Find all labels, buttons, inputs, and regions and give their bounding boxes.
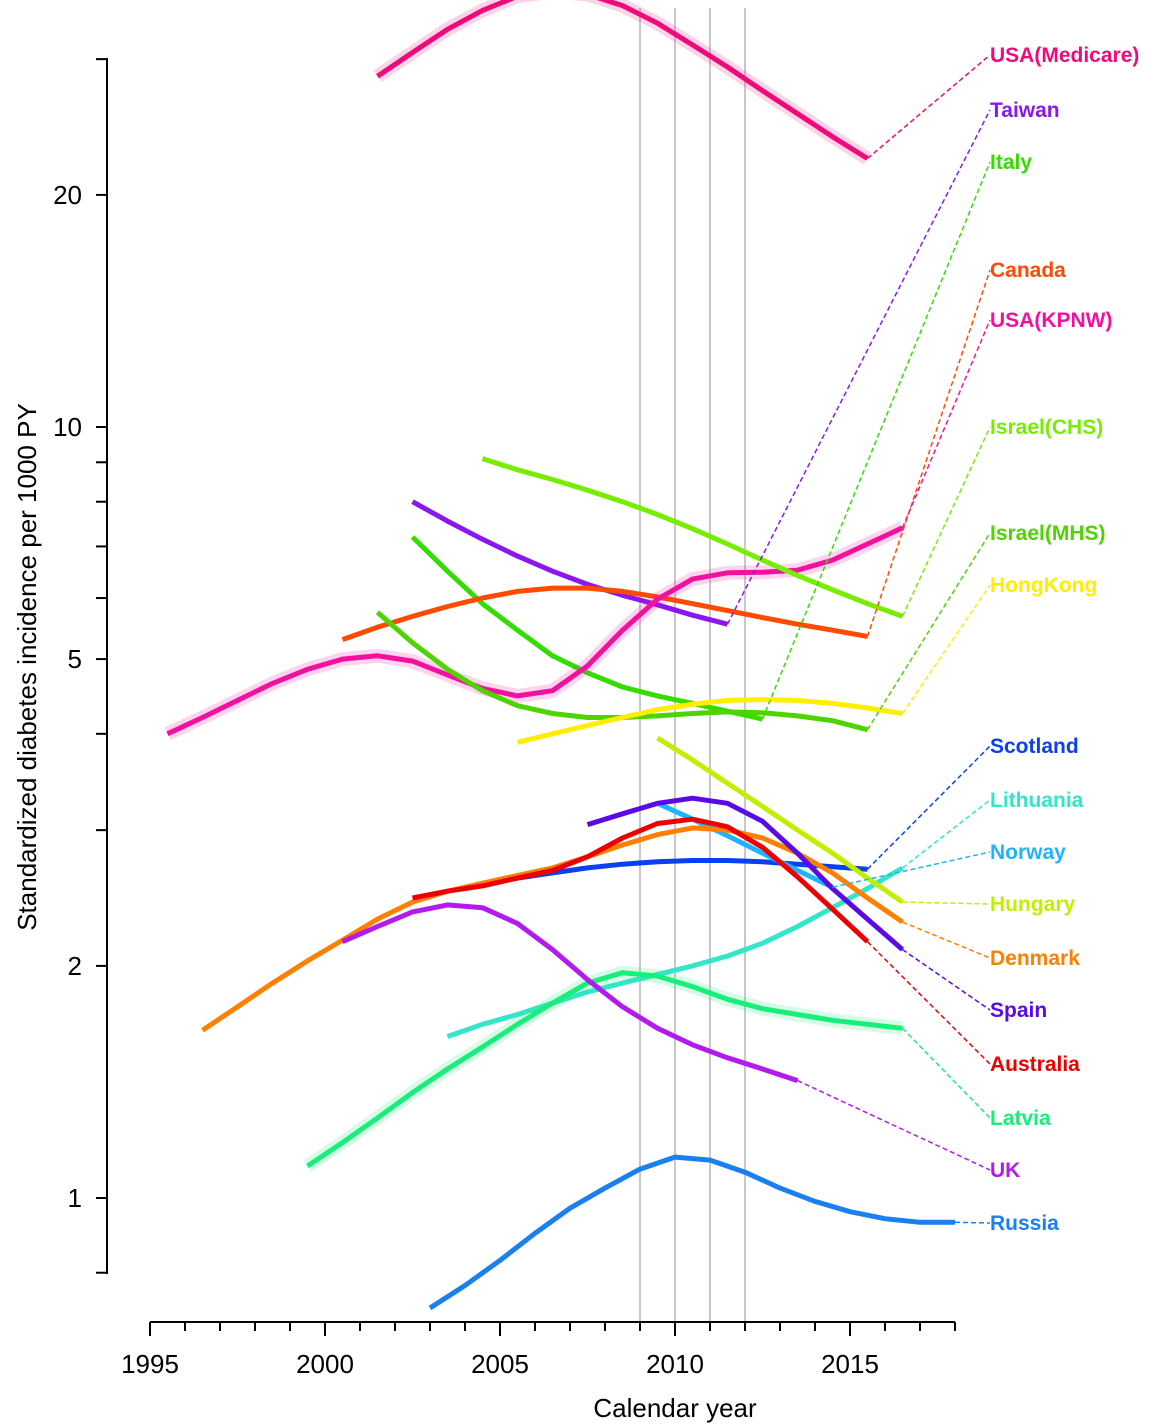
x-axis: 1995 2000 2005 2010 2015 xyxy=(121,1322,955,1379)
series-lines xyxy=(168,0,956,1308)
reference-lines xyxy=(640,8,745,1322)
series-label: Latvia xyxy=(990,1107,1051,1130)
series-line xyxy=(168,528,903,734)
series-label: USA(Medicare) xyxy=(990,44,1139,67)
label-leaders xyxy=(728,55,991,1223)
series-label: USA(KPNW) xyxy=(990,309,1112,332)
series-label: Israel(MHS) xyxy=(990,522,1106,545)
y-axis: 1 2 5 10 20 xyxy=(53,58,107,1274)
y-tick-label: 5 xyxy=(68,644,82,674)
series-label: Denmark xyxy=(990,947,1080,970)
label-leader xyxy=(868,533,991,730)
series-line xyxy=(308,973,903,1166)
x-tick-label: 2015 xyxy=(821,1349,879,1379)
x-axis-title: Calendar year xyxy=(593,1393,757,1423)
label-leader xyxy=(868,55,991,158)
series-label: UK xyxy=(990,1159,1020,1182)
series-label: Israel(CHS) xyxy=(990,416,1103,439)
label-leader xyxy=(868,270,991,636)
series-label: Scotland xyxy=(990,735,1079,758)
x-tick-label: 1995 xyxy=(121,1349,179,1379)
series-label: Spain xyxy=(990,999,1047,1022)
label-leader xyxy=(903,427,991,616)
series-band xyxy=(308,973,903,1166)
x-tick-label: 2010 xyxy=(646,1349,704,1379)
series-line xyxy=(343,588,868,640)
y-tick-label: 20 xyxy=(53,180,82,210)
label-leader xyxy=(903,800,991,868)
label-leader xyxy=(903,922,991,958)
label-leader xyxy=(798,1081,991,1170)
label-leader xyxy=(763,162,991,719)
series-line xyxy=(430,1157,955,1308)
series-label: Russia xyxy=(990,1212,1059,1235)
series-labels: USA(Medicare) Taiwan Italy Canada USA(KPNW) I… xyxy=(990,44,1139,1235)
label-leader xyxy=(903,1028,991,1118)
series-band xyxy=(168,528,903,734)
label-leader xyxy=(868,746,991,869)
series-label: Canada xyxy=(990,259,1066,282)
y-tick-label: 2 xyxy=(68,951,82,981)
label-leader xyxy=(955,1222,990,1223)
series-label: HongKong xyxy=(990,574,1097,597)
label-leader xyxy=(868,942,991,1064)
label-leader xyxy=(903,320,991,528)
series-line xyxy=(483,459,903,617)
series-label: Italy xyxy=(990,151,1032,174)
label-leader xyxy=(903,950,991,1010)
series-band xyxy=(378,0,868,158)
series-label: Hungary xyxy=(990,893,1076,916)
label-leader xyxy=(903,902,991,904)
series-label: Lithuania xyxy=(990,789,1084,812)
series-label: Australia xyxy=(990,1053,1080,1076)
y-tick-label: 10 xyxy=(53,412,82,442)
x-tick-label: 2000 xyxy=(296,1349,354,1379)
series-label: Norway xyxy=(990,841,1066,864)
y-tick-label: 1 xyxy=(68,1183,82,1213)
series-label: Taiwan xyxy=(990,99,1060,122)
x-tick-label: 2005 xyxy=(471,1349,529,1379)
y-axis-title: Standardized diabetes incidence per 1000… xyxy=(12,403,42,931)
